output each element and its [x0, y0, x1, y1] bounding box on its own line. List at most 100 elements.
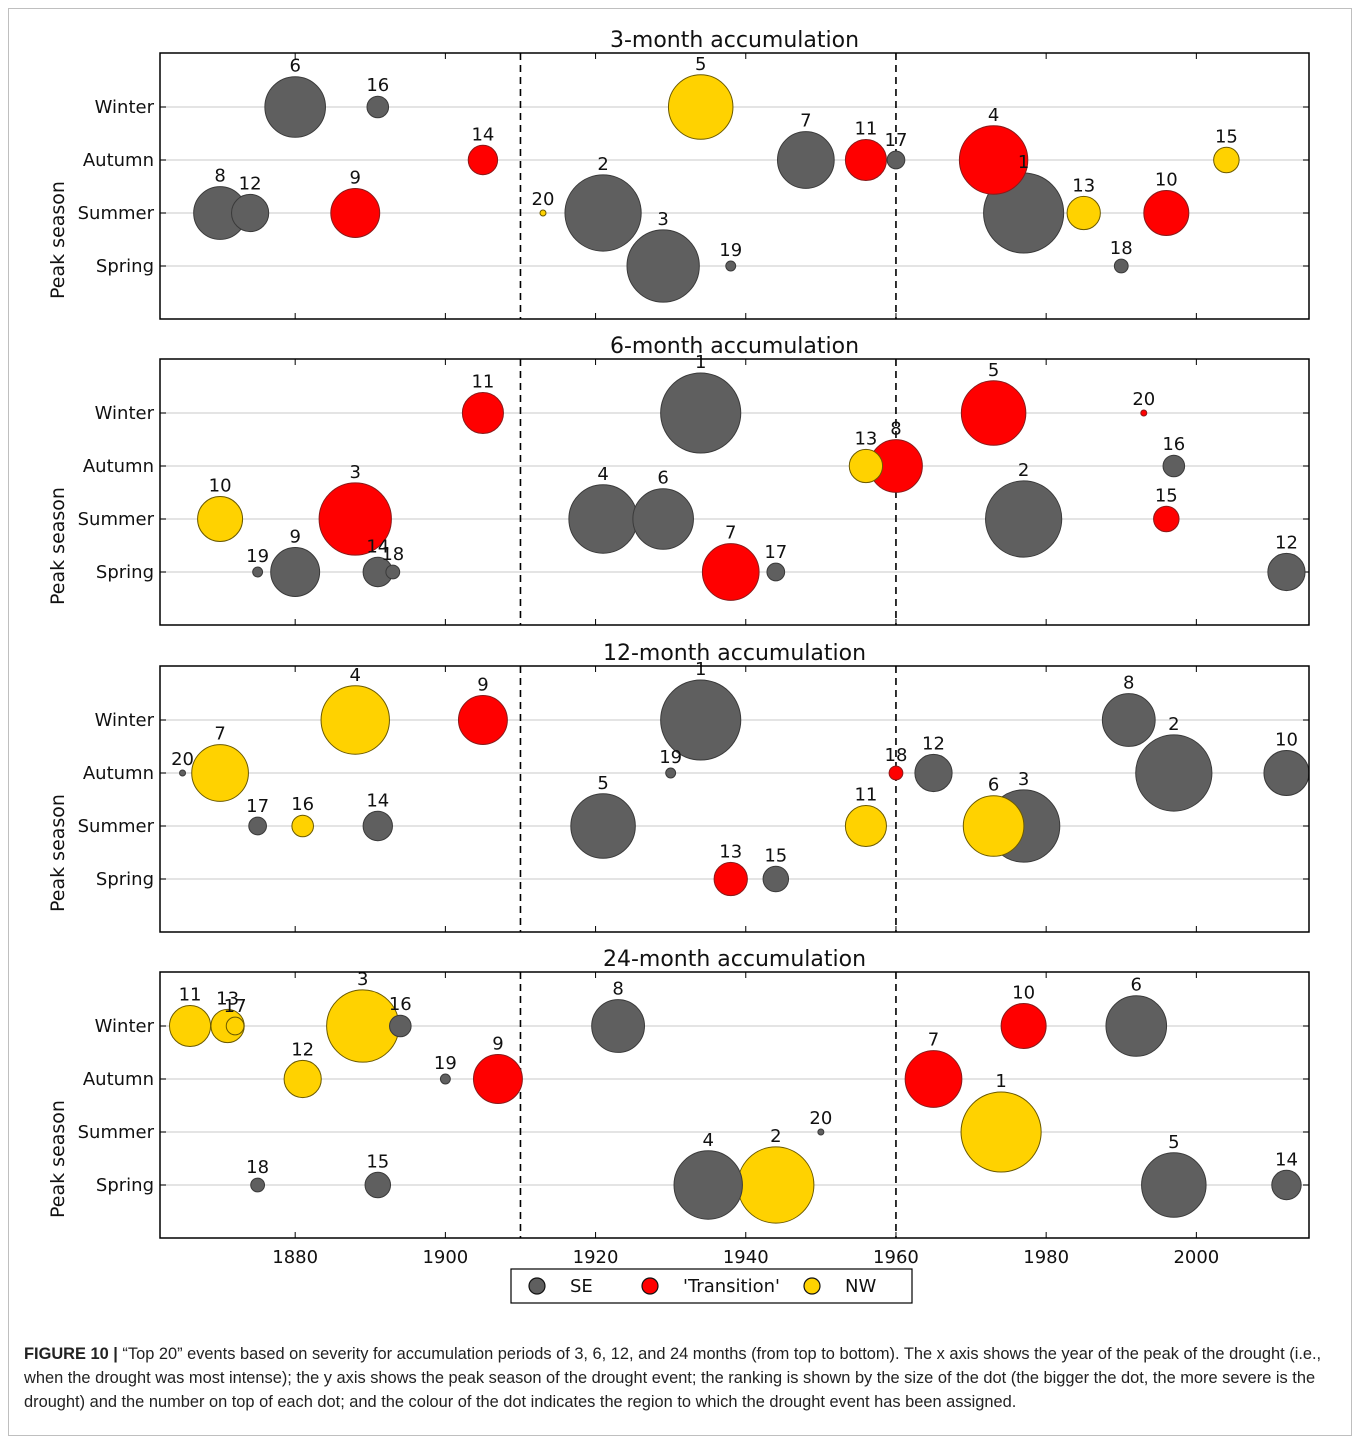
- panel-title: 12-month accumulation: [603, 641, 866, 666]
- x-tick-label: 1980: [1023, 1247, 1069, 1268]
- x-tick-label: 1900: [422, 1247, 468, 1268]
- legend-label-se: SE: [570, 1276, 593, 1297]
- y-tick-label-summer: Summer: [78, 1122, 155, 1143]
- y-tick-label-autumn: Autumn: [83, 456, 154, 477]
- y-tick-label-summer: Summer: [78, 816, 155, 837]
- event-rank-label: 12: [1275, 532, 1298, 553]
- event-rank-label: 19: [719, 240, 742, 261]
- event-rank-label: 2: [597, 154, 608, 175]
- y-tick-label-autumn: Autumn: [83, 150, 154, 171]
- event-rank-label: 10: [1275, 730, 1298, 751]
- event-dot-rank-12: [231, 193, 270, 233]
- event-dot-rank-19: [725, 260, 737, 272]
- event-rank-label: 15: [1215, 126, 1238, 147]
- event-rank-label: 17: [885, 130, 908, 151]
- event-dot-rank-12: [283, 1059, 322, 1099]
- event-dot-rank-6: [1105, 995, 1168, 1057]
- event-dot-rank-11: [168, 1004, 212, 1048]
- event-rank-label: 19: [659, 747, 682, 768]
- event-rank-label: 11: [854, 118, 877, 139]
- event-rank-label: 15: [366, 1151, 389, 1172]
- y-tick-label-spring: Spring: [96, 562, 154, 583]
- event-dot-rank-9: [472, 1054, 523, 1104]
- event-rank-label: 2: [770, 1126, 781, 1147]
- y-axis-label: Peak season: [47, 181, 69, 299]
- event-dot-rank-14: [362, 810, 393, 842]
- event-dot-rank-4: [568, 484, 638, 554]
- event-dot-rank-1: [960, 1091, 1042, 1173]
- event-dot-rank-13: [1066, 195, 1101, 231]
- plot-area-border: [159, 52, 1310, 320]
- event-dot-rank-6: [264, 76, 326, 138]
- event-rank-label: 6: [657, 468, 668, 489]
- event-dot-rank-2: [564, 174, 642, 252]
- event-rank-label: 10: [209, 476, 232, 497]
- event-rank-label: 15: [764, 845, 787, 866]
- event-dot-rank-5: [570, 793, 636, 859]
- event-dot-rank-11: [844, 804, 887, 848]
- panel-title: 6-month accumulation: [610, 334, 859, 359]
- panel-title: 3-month accumulation: [610, 28, 859, 53]
- event-rank-label: 12: [922, 733, 945, 754]
- event-rank-label: 2: [1168, 714, 1179, 735]
- caption-label: FIGURE 10 |: [24, 1345, 118, 1363]
- event-rank-label: 17: [224, 996, 247, 1017]
- event-dot-rank-10: [1143, 190, 1190, 236]
- event-rank-label: 11: [179, 984, 202, 1005]
- event-dot-rank-20: [817, 1128, 825, 1136]
- event-rank-label: 20: [171, 749, 194, 770]
- event-dot-rank-5: [1141, 1152, 1207, 1218]
- event-dot-rank-7: [776, 131, 835, 189]
- event-rank-label: 8: [214, 166, 225, 187]
- event-rank-label: 16: [389, 994, 412, 1015]
- figure-frame: [8, 8, 1352, 1436]
- event-rank-label: 8: [612, 979, 623, 1000]
- event-rank-label: 14: [366, 536, 389, 557]
- event-rank-label: 18: [885, 745, 908, 766]
- event-dot-rank-18: [888, 765, 904, 781]
- event-dot-rank-20: [1140, 409, 1148, 417]
- event-dot-rank-20: [539, 209, 547, 217]
- event-rank-label: 3: [657, 209, 668, 230]
- event-rank-label: 17: [246, 796, 269, 817]
- event-rank-label: 16: [366, 75, 389, 96]
- event-rank-label: 4: [702, 1130, 713, 1151]
- event-dot-rank-13: [848, 448, 884, 484]
- event-rank-label: 1: [995, 1071, 1006, 1092]
- event-rank-label: 11: [854, 784, 877, 805]
- event-dot-rank-16: [291, 814, 314, 838]
- event-dot-rank-11: [844, 138, 887, 182]
- event-rank-label: 15: [1155, 485, 1178, 506]
- legend-marker-transition: [641, 1277, 659, 1295]
- event-dot-rank-15: [364, 1171, 392, 1199]
- event-rank-label: 2: [1018, 460, 1029, 481]
- event-rank-label: 9: [492, 1034, 503, 1055]
- event-dot-rank-9: [330, 188, 381, 238]
- y-tick-label-spring: Spring: [96, 256, 154, 277]
- event-dot-rank-16: [389, 1014, 412, 1038]
- y-tick-label-winter: Winter: [95, 403, 155, 424]
- event-dot-rank-17: [225, 1016, 245, 1036]
- event-rank-label: 13: [854, 428, 877, 449]
- y-axis-label: Peak season: [47, 487, 69, 605]
- y-tick-label-winter: Winter: [95, 710, 155, 731]
- event-dot-rank-19: [252, 566, 264, 578]
- legend-marker-nw: [803, 1277, 821, 1295]
- legend-label-nw: NW: [845, 1276, 876, 1297]
- event-rank-label: 18: [246, 1157, 269, 1178]
- x-tick-label: 1880: [272, 1247, 318, 1268]
- event-dot-rank-19: [439, 1073, 451, 1085]
- event-dot-rank-2: [985, 480, 1063, 558]
- event-rank-label: 1: [1018, 152, 1029, 173]
- event-dot-rank-9: [270, 547, 321, 597]
- y-tick-label-winter: Winter: [95, 97, 155, 118]
- event-rank-label: 16: [291, 794, 314, 815]
- event-dot-rank-6: [962, 795, 1025, 857]
- event-dot-rank-1: [660, 372, 742, 454]
- event-dot-rank-4: [320, 685, 390, 755]
- event-dot-rank-12: [914, 753, 953, 793]
- y-tick-label-summer: Summer: [78, 203, 155, 224]
